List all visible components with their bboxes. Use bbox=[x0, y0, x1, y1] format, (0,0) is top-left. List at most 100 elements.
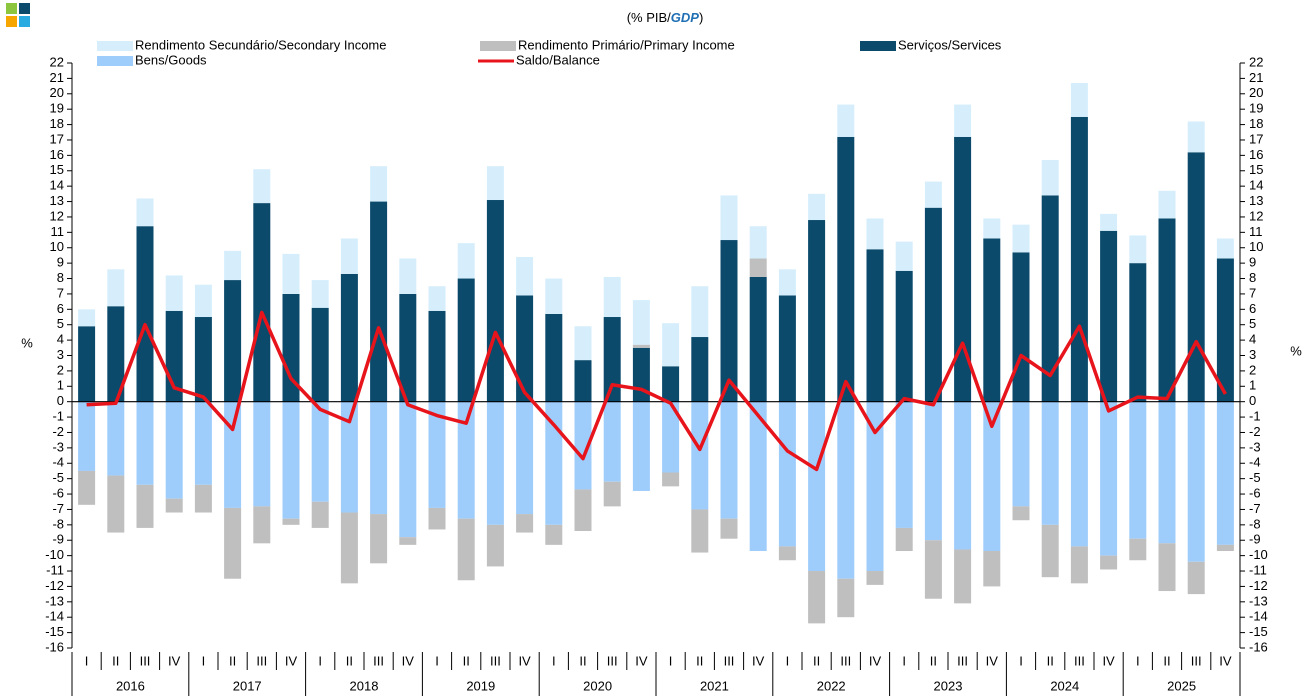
bar bbox=[895, 241, 913, 271]
y-tick-label: 6 bbox=[57, 301, 64, 316]
x-tick-label: I bbox=[318, 653, 322, 668]
bar bbox=[749, 276, 767, 402]
logo bbox=[6, 3, 30, 27]
bar bbox=[574, 401, 592, 490]
y2-tick-label: -13 bbox=[1249, 593, 1268, 608]
legend-swatch bbox=[480, 41, 516, 51]
bar bbox=[1041, 195, 1059, 402]
bar bbox=[837, 578, 855, 618]
bar bbox=[808, 571, 826, 624]
y-tick-label: -13 bbox=[45, 593, 64, 608]
x-tick-label: IV bbox=[986, 653, 999, 668]
x-tick-label: I bbox=[435, 653, 439, 668]
bar bbox=[457, 278, 475, 402]
x-tick-label: III bbox=[1191, 653, 1202, 668]
bar bbox=[691, 337, 709, 402]
y-tick-label: -2 bbox=[52, 424, 64, 439]
bar bbox=[1041, 159, 1059, 196]
bar bbox=[1216, 544, 1234, 552]
bar bbox=[457, 401, 475, 519]
bar bbox=[866, 401, 884, 572]
y-tick-label: 19 bbox=[50, 101, 64, 116]
bar bbox=[428, 310, 446, 402]
bar bbox=[340, 238, 358, 274]
x-tick-label: II bbox=[229, 653, 236, 668]
bar bbox=[983, 238, 1001, 402]
y2-tick-label: 2 bbox=[1249, 362, 1256, 377]
balance-line bbox=[86, 310, 1227, 472]
y2-tick-label: 18 bbox=[1249, 116, 1263, 131]
bar bbox=[1216, 401, 1234, 545]
bar bbox=[808, 220, 826, 402]
x-tick-label: I bbox=[85, 653, 89, 668]
bar bbox=[545, 401, 563, 525]
y2-tick-label: 7 bbox=[1249, 285, 1256, 300]
x-tick-label: II bbox=[813, 653, 820, 668]
bar bbox=[486, 401, 504, 525]
year-label: 2019 bbox=[466, 678, 495, 693]
y2-tick-label: 20 bbox=[1249, 85, 1263, 100]
title-part: (% PIB/ bbox=[627, 10, 671, 25]
bar bbox=[107, 475, 125, 533]
y-tick-label: -4 bbox=[52, 455, 64, 470]
bar bbox=[516, 401, 534, 515]
y-tick-label: 1 bbox=[57, 378, 64, 393]
y-tick-label: 17 bbox=[50, 131, 64, 146]
bar bbox=[954, 549, 972, 604]
y2-tick-label: 12 bbox=[1249, 208, 1263, 223]
y2-tick-label: -7 bbox=[1249, 501, 1261, 516]
bar bbox=[1187, 401, 1205, 562]
legend-swatch bbox=[860, 41, 896, 51]
bar bbox=[924, 207, 942, 402]
y-tick-label: 13 bbox=[50, 193, 64, 208]
bar bbox=[165, 498, 183, 513]
y-tick-label: 8 bbox=[57, 270, 64, 285]
x-tick-label: III bbox=[256, 653, 267, 668]
x-tick-label: II bbox=[1047, 653, 1054, 668]
bar bbox=[428, 286, 446, 311]
bar bbox=[1129, 235, 1147, 264]
bar bbox=[399, 258, 417, 294]
y2-tick-label: 16 bbox=[1249, 147, 1263, 162]
legend-label: Rendimento Primário/Primary Income bbox=[518, 37, 735, 52]
bar bbox=[1158, 218, 1176, 402]
bar bbox=[224, 507, 242, 579]
bar bbox=[107, 269, 125, 307]
bar bbox=[1070, 83, 1088, 117]
bar bbox=[224, 280, 242, 402]
y-tick-label: -11 bbox=[46, 562, 64, 577]
y2-tick-label: -5 bbox=[1249, 470, 1261, 485]
bar bbox=[662, 323, 680, 367]
y-tick-label: 15 bbox=[50, 162, 64, 177]
y-tick-label: -3 bbox=[52, 439, 64, 454]
bar bbox=[720, 240, 738, 402]
bar bbox=[282, 401, 300, 519]
bar bbox=[574, 489, 592, 531]
bar bbox=[282, 253, 300, 294]
bar bbox=[1041, 524, 1059, 578]
bar bbox=[1100, 230, 1118, 402]
bar bbox=[340, 401, 358, 513]
x-tick-label: I bbox=[786, 653, 790, 668]
bar bbox=[1216, 238, 1234, 259]
y2-tick-label: 21 bbox=[1249, 70, 1263, 85]
bar bbox=[924, 181, 942, 208]
y2-tick-label: 3 bbox=[1249, 347, 1256, 362]
bar bbox=[720, 518, 738, 539]
y-tick-label: 7 bbox=[57, 285, 64, 300]
bar bbox=[1070, 401, 1088, 547]
bar bbox=[370, 166, 388, 202]
x-tick-label: II bbox=[579, 653, 586, 668]
year-label: 2018 bbox=[350, 678, 379, 693]
x-tick-label: III bbox=[140, 653, 151, 668]
x-tick-label: I bbox=[202, 653, 206, 668]
bar bbox=[253, 506, 271, 544]
legend-label: Rendimento Secundário/Secondary Income bbox=[135, 37, 386, 52]
bar bbox=[778, 546, 796, 561]
legend-swatch bbox=[97, 41, 133, 51]
bar bbox=[1100, 213, 1118, 231]
y2-tick-label: 11 bbox=[1249, 224, 1263, 239]
x-tick-label: II bbox=[1163, 653, 1170, 668]
bar bbox=[866, 218, 884, 250]
x-tick-label: IV bbox=[518, 653, 531, 668]
